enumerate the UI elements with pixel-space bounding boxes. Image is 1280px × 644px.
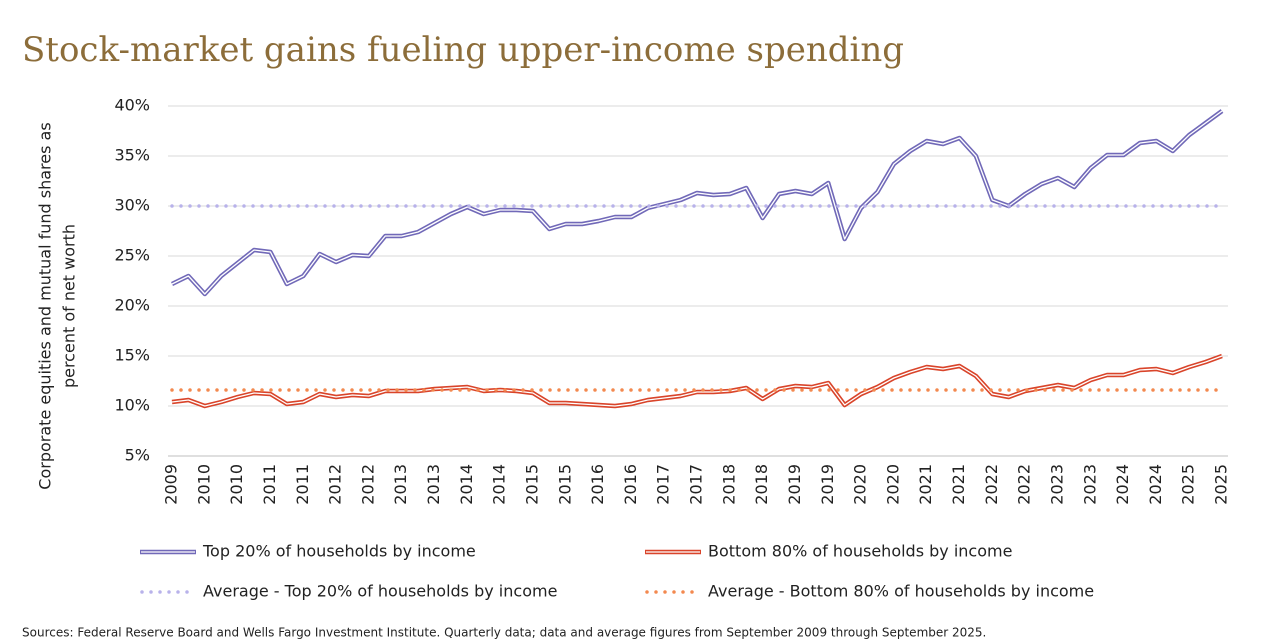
legend-label: Bottom 80% of households by income [708,542,1012,561]
x-tick-label: 2019 [818,464,837,505]
x-tick-label: 2016 [621,464,640,505]
series-line-inner [171,355,1223,407]
x-tick-label: 2020 [851,464,870,505]
series-line [171,353,1223,409]
chart-title: Stock-market gains fueling upper-income … [22,30,904,70]
y-tick-label: 20% [114,296,150,315]
x-tick-label: 2014 [457,464,476,505]
legend-label: Top 20% of households by income [202,542,476,561]
y-tick-label: 35% [114,146,150,165]
y-tick-label: 25% [114,246,150,265]
y-tick-label: 30% [114,196,150,215]
y-tick-label: 15% [114,346,150,365]
source-note: Sources: Federal Reserve Board and Wells… [22,626,986,640]
x-tick-label: 2025 [1212,464,1231,505]
y-axis-label: percent of net worth [60,224,79,388]
y-tick-label: 40% [114,96,150,115]
x-tick-label: 2018 [719,464,738,505]
x-tick-label: 2017 [687,464,706,505]
x-tick-label: 2012 [326,464,345,505]
x-tick-label: 2024 [1146,464,1165,505]
x-tick-label: 2024 [1113,464,1132,505]
x-tick-label: 2023 [1047,464,1066,505]
y-axis-label: Corporate equities and mutual fund share… [36,122,55,489]
x-tick-label: 2022 [982,464,1001,505]
x-tick-label: 2013 [424,464,443,505]
x-tick-label: 2014 [490,464,509,505]
x-tick-label: 2025 [1179,464,1198,505]
x-tick-label: 2009 [162,464,181,505]
y-tick-label: 10% [114,396,150,415]
y-tick-label: 5% [125,446,150,465]
x-tick-label: 2015 [555,464,574,505]
x-tick-label: 2011 [260,464,279,505]
legend-label: Average - Bottom 80% of households by in… [708,582,1094,601]
x-tick-label: 2017 [654,464,673,505]
x-tick-label: 2016 [588,464,607,505]
series-line-inner [171,110,1223,295]
x-tick-label: 2021 [949,464,968,505]
x-tick-label: 2023 [1080,464,1099,505]
x-tick-label: 2011 [293,464,312,505]
x-tick-label: 2022 [1015,464,1034,505]
legend-label: Average - Top 20% of households by incom… [203,582,557,601]
x-tick-label: 2019 [785,464,804,505]
x-tick-label: 2018 [752,464,771,505]
x-tick-label: 2010 [194,464,213,505]
x-tick-label: 2013 [391,464,410,505]
x-tick-label: 2021 [916,464,935,505]
x-tick-label: 2012 [358,464,377,505]
x-tick-label: 2020 [883,464,902,505]
x-tick-label: 2015 [522,464,541,505]
series-line [171,109,1224,297]
x-tick-label: 2010 [227,464,246,505]
